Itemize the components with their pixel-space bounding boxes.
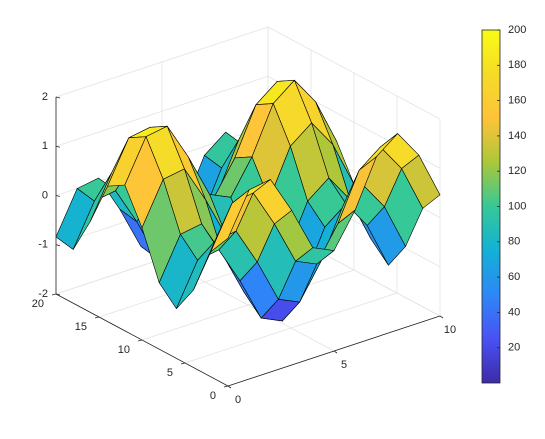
grid-line (267, 26, 441, 120)
z-tick-label: 1 (42, 140, 48, 152)
colorbar-tick-label: 140 (508, 130, 526, 142)
grid-line (55, 26, 269, 98)
z-tick (55, 244, 61, 247)
z-tick (55, 145, 61, 148)
x-tick-label: 10 (444, 324, 456, 336)
colorbar-tick-label: 80 (508, 236, 520, 248)
colorbar-tick-label: 40 (508, 306, 520, 318)
x-tick-label: 5 (341, 359, 347, 371)
z-tick (55, 293, 61, 296)
z-tick (55, 96, 61, 99)
surface-face (210, 189, 250, 252)
y-tick (51, 293, 57, 296)
grid-line (55, 75, 269, 147)
colorbar-tick-label: 60 (508, 271, 520, 283)
z-tick (55, 195, 61, 197)
colorbar-tick-label: 20 (508, 342, 520, 354)
grid-line (184, 292, 398, 364)
x-tick-label: 0 (235, 394, 241, 406)
z-tick-label: -1 (38, 239, 48, 251)
y-tick (180, 362, 186, 365)
colorbar-tick-label: 120 (508, 165, 526, 177)
y-tick-label: 0 (210, 390, 216, 402)
y-tick-label: 15 (75, 321, 87, 333)
colorbar-tick-label: 200 (508, 24, 526, 36)
z-tick-label: 2 (42, 91, 48, 103)
z-tick-label: -2 (38, 288, 48, 300)
x-tick (333, 350, 338, 354)
y-tick-label: 20 (32, 298, 44, 310)
colorbar-tick-label: 100 (508, 200, 526, 212)
z-tick-label: 0 (42, 189, 48, 201)
y-tick (223, 385, 229, 388)
y-tick-label: 10 (118, 344, 130, 356)
colorbar-tick-label: 160 (508, 95, 526, 107)
x-tick (439, 315, 444, 319)
y-tick-label: 5 (167, 367, 173, 379)
x-tick (227, 385, 232, 389)
colorbar-tick-label: 180 (508, 59, 526, 71)
grid-line (141, 269, 355, 341)
y-tick (94, 316, 100, 319)
y-tick (137, 339, 143, 342)
